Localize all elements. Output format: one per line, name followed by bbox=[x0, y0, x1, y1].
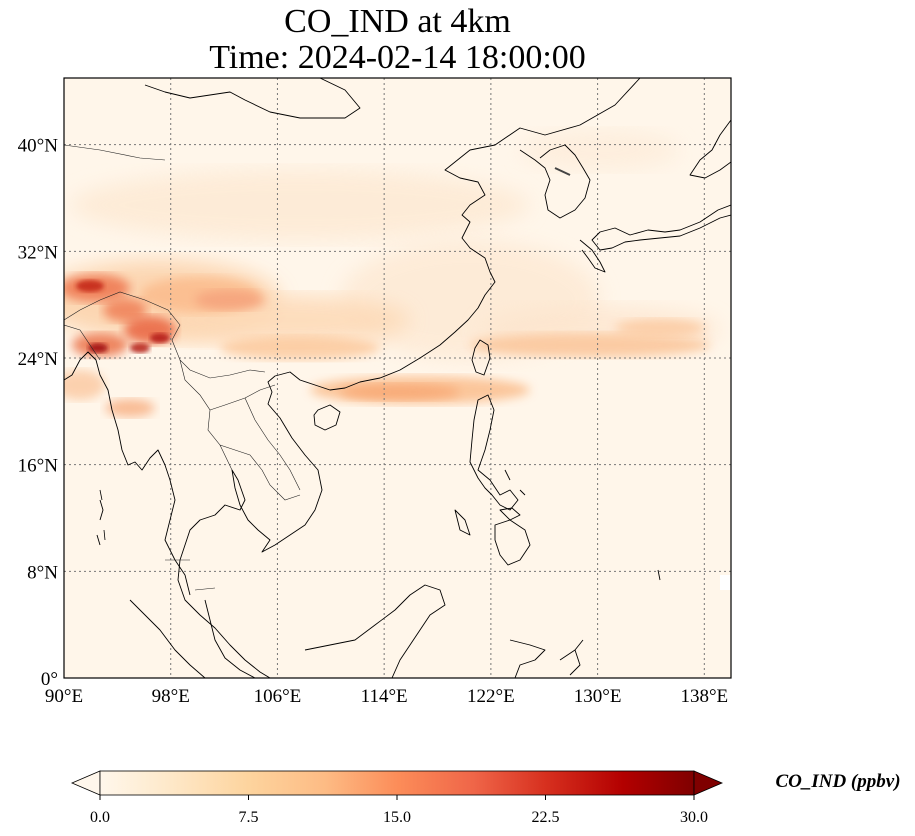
lon-tick-label: 130°E bbox=[574, 686, 622, 707]
lon-tick-label: 138°E bbox=[680, 686, 728, 707]
colorbar: 0.0 7.5 15.0 22.5 30.0 CO_IND (ppbv) bbox=[70, 770, 901, 826]
colorbar-gradient bbox=[99, 770, 695, 796]
gridlines bbox=[64, 78, 731, 678]
country-borders bbox=[64, 144, 301, 591]
colorbar-extend-min bbox=[70, 770, 101, 796]
colorbar-tick-label: 0.0 bbox=[90, 809, 110, 826]
lat-tick-label: 0° bbox=[41, 669, 58, 690]
lon-tick-label: 114°E bbox=[361, 686, 408, 707]
longitude-tick-labels: 90°E 98°E 106°E 114°E 122°E 130°E 138°E bbox=[45, 686, 728, 707]
lat-tick-label: 24°N bbox=[18, 349, 59, 370]
map-frame bbox=[63, 77, 732, 679]
lat-tick-label: 32°N bbox=[18, 242, 59, 263]
lon-tick-label: 90°E bbox=[45, 686, 83, 707]
lat-tick-label: 16°N bbox=[18, 456, 59, 477]
colorbar-tick-label: 22.5 bbox=[532, 809, 560, 826]
latitude-tick-labels: 0° 8°N 16°N 24°N 32°N 40°N bbox=[18, 136, 59, 690]
lat-tick-label: 8°N bbox=[27, 562, 58, 583]
coastlines bbox=[64, 78, 731, 678]
colorbar-label: CO_IND (ppbv) bbox=[775, 771, 900, 792]
lon-tick-label: 106°E bbox=[254, 686, 302, 707]
concentration-field bbox=[64, 130, 731, 590]
map-title: CO_IND at 4km bbox=[284, 3, 511, 40]
lon-tick-label: 122°E bbox=[467, 686, 515, 707]
lat-tick-label: 40°N bbox=[18, 136, 59, 157]
colorbar-tick-label: 7.5 bbox=[239, 809, 259, 826]
lon-tick-label: 98°E bbox=[152, 686, 190, 707]
colorbar-tick-label: 15.0 bbox=[383, 809, 411, 826]
colorbar-tick-label: 30.0 bbox=[680, 809, 708, 826]
colorbar-extend-max bbox=[693, 770, 724, 796]
map-time-subtitle: Time: 2024-02-14 18:00:00 bbox=[209, 39, 586, 76]
